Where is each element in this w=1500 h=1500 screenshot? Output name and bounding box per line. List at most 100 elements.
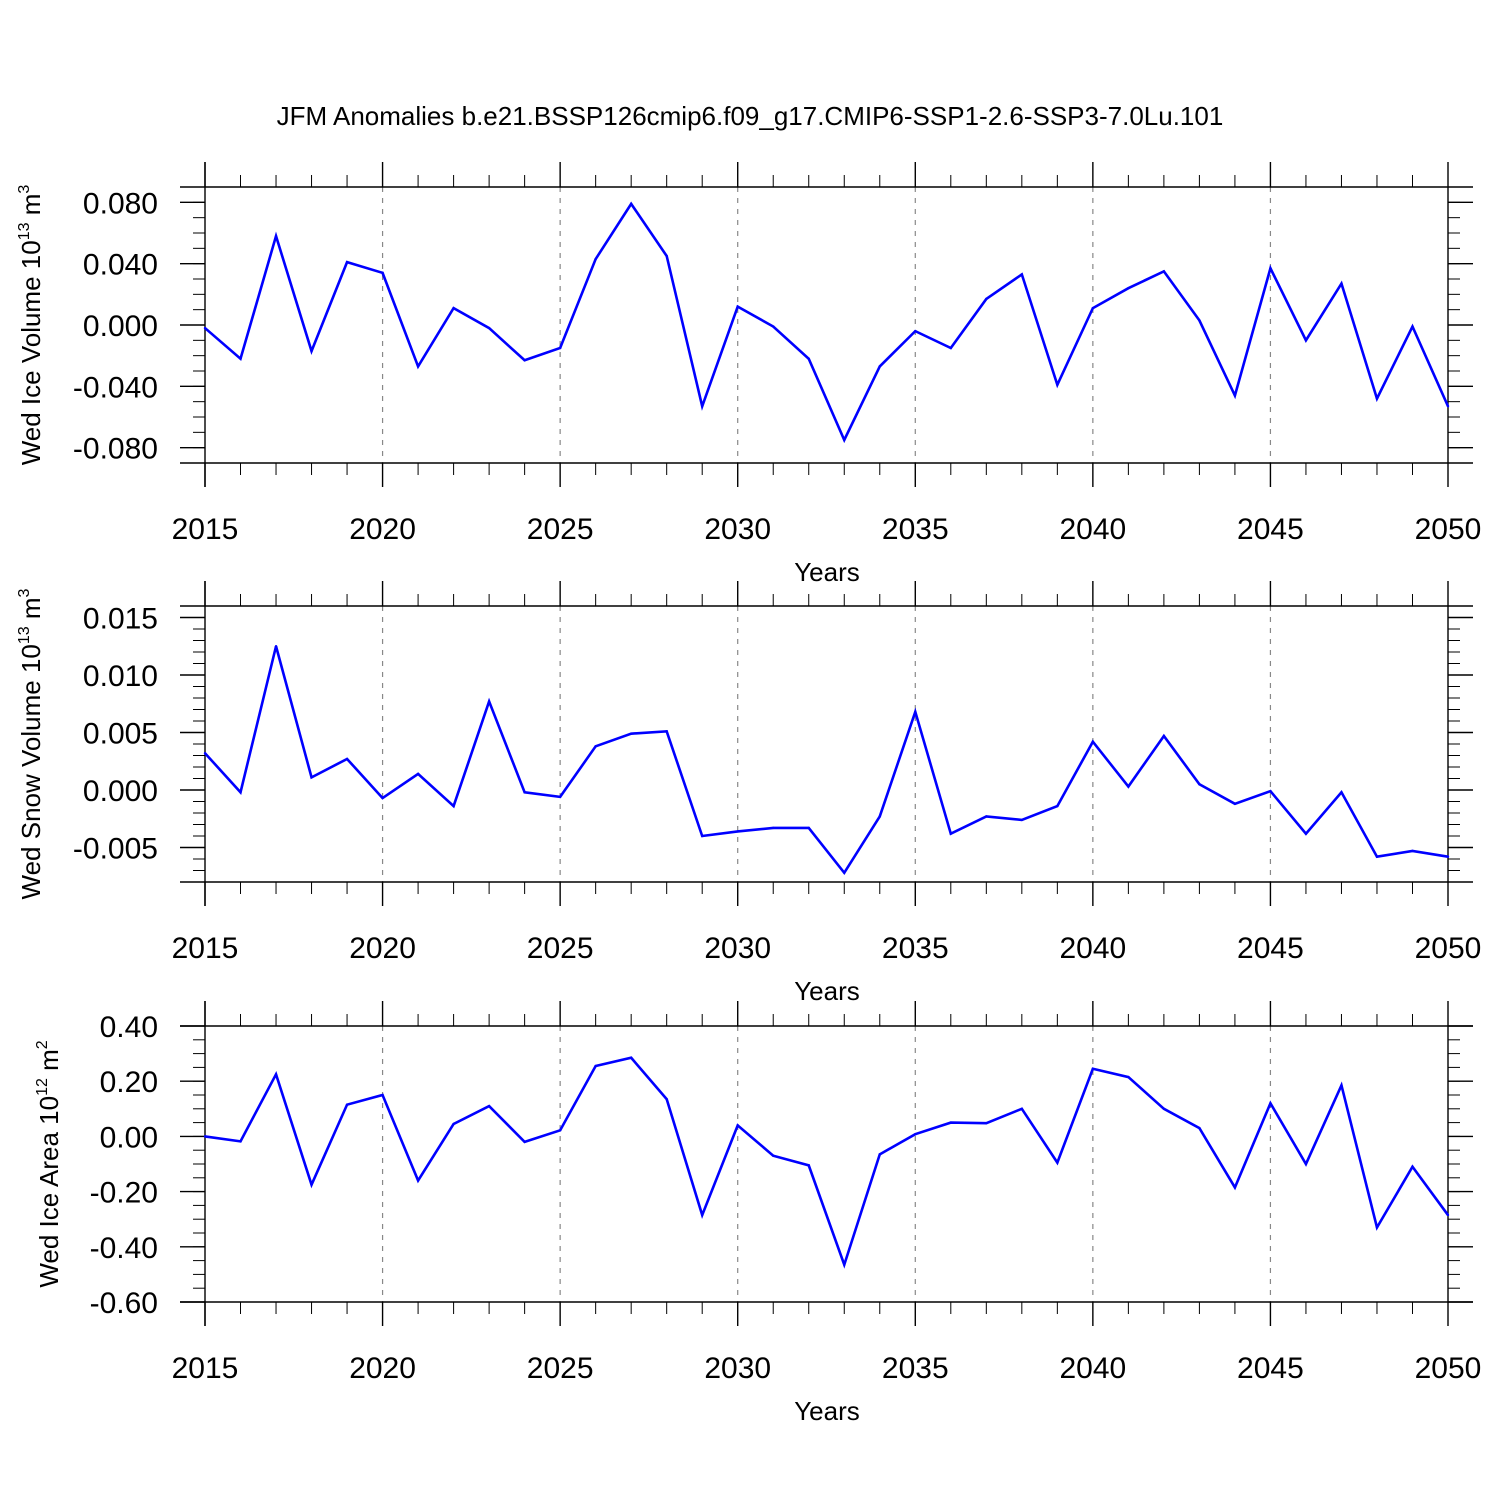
ice-volume-data-point bbox=[736, 305, 739, 308]
snow-volume-data-point bbox=[345, 757, 349, 761]
ice-volume-data-point bbox=[381, 271, 384, 275]
snow-volume-data-point bbox=[274, 645, 278, 648]
ice-area-data-point bbox=[594, 1064, 597, 1068]
ice-volume-data-point bbox=[629, 202, 633, 206]
snow-volume-data-point bbox=[1020, 818, 1024, 822]
ice-volume-data-point bbox=[1446, 405, 1450, 408]
ice-volume-data-point bbox=[1162, 270, 1166, 273]
snow-volume-data-point bbox=[914, 710, 917, 713]
snow-volume-x-tick-label: 2035 bbox=[882, 932, 949, 965]
ice-area-y-axis-label: Wed Ice Area 1012 m2 bbox=[34, 1040, 64, 1287]
ice-volume-data-point bbox=[949, 346, 952, 350]
ice-volume-data-point bbox=[523, 359, 526, 362]
ice-volume-data-point bbox=[1198, 319, 1201, 322]
ice-area-x-tick-label: 2050 bbox=[1415, 1352, 1482, 1385]
ice-area-data-point bbox=[665, 1097, 668, 1101]
snow-volume-data-point bbox=[629, 732, 633, 735]
ice-area-data-point bbox=[381, 1093, 384, 1097]
ice-area-y-tick-label: 0.20 bbox=[100, 1066, 158, 1099]
ice-area-data-point bbox=[807, 1164, 810, 1167]
ice-area-data-point bbox=[1091, 1067, 1095, 1070]
snow-volume-y-tick-label: 0.010 bbox=[83, 660, 158, 693]
snow-volume-data-point bbox=[1304, 832, 1308, 835]
snow-volume-x-axis-label: Years bbox=[794, 976, 860, 1006]
snow-volume-data-point bbox=[203, 752, 207, 755]
snow-volume-data-point bbox=[452, 804, 455, 808]
snow-volume-x-tick-label: 2020 bbox=[349, 932, 416, 965]
snow-volume-data-point bbox=[701, 834, 704, 838]
snow-volume-data-point bbox=[985, 815, 988, 818]
ice-area-x-tick-label: 2045 bbox=[1237, 1352, 1304, 1385]
ice-volume-x-tick-label: 2040 bbox=[1059, 513, 1126, 546]
ice-volume-data-point bbox=[1269, 267, 1272, 270]
ice-volume-data-point bbox=[878, 365, 881, 368]
ice-volume-x-tick-label: 2025 bbox=[527, 513, 594, 546]
ice-area-y-tick-label: 0.40 bbox=[100, 1011, 158, 1044]
snow-volume-data-point bbox=[736, 830, 739, 833]
ice-area-x-tick-label: 2015 bbox=[172, 1352, 239, 1385]
ice-volume-data-point bbox=[203, 326, 207, 330]
snow-volume-data-point bbox=[1198, 783, 1201, 786]
snow-volume-data-point bbox=[381, 796, 384, 800]
ice-area-y-tick-label: -0.20 bbox=[90, 1177, 158, 1210]
ice-area-data-point bbox=[1411, 1165, 1414, 1168]
ice-volume-data-point bbox=[345, 260, 349, 264]
ice-area-data-point bbox=[487, 1104, 491, 1108]
ice-area-data-point bbox=[843, 1263, 846, 1266]
ice-area-data-point bbox=[1446, 1213, 1450, 1217]
ice-volume-panel: Wed Ice Volume 1013 m3 Years -0.080 -0.04… bbox=[16, 162, 1481, 587]
ice-area-data-point bbox=[345, 1103, 349, 1106]
snow-volume-x-tick-label: 2045 bbox=[1237, 932, 1304, 965]
snow-volume-data-point bbox=[1269, 789, 1272, 793]
chart-title: JFM Anomalies b.e21.BSSP126cmip6.f09_g17… bbox=[277, 101, 1224, 131]
ice-volume-data-point bbox=[1056, 383, 1059, 386]
ice-volume-y-tick-label: -0.080 bbox=[73, 433, 158, 466]
snow-volume-data-point bbox=[772, 826, 775, 830]
ice-volume-data-point bbox=[416, 365, 420, 368]
snow-volume-data-point bbox=[1091, 740, 1095, 743]
ice-volume-data-point bbox=[665, 254, 668, 258]
snow-volume-data-point bbox=[1056, 804, 1059, 808]
snow-volume-x-tick-label: 2015 bbox=[172, 932, 239, 965]
ice-area-x-tick-label: 2035 bbox=[882, 1352, 949, 1385]
snow-volume-data-point bbox=[487, 700, 491, 703]
snow-volume-data-point bbox=[1411, 849, 1414, 853]
ice-area-data-point bbox=[1162, 1107, 1166, 1111]
ice-volume-data-point bbox=[807, 357, 810, 360]
ice-area-data-point bbox=[1375, 1226, 1379, 1229]
ice-volume-data-point bbox=[772, 325, 775, 328]
snow-volume-data-point bbox=[1340, 791, 1343, 794]
ice-volume-data-point bbox=[239, 357, 242, 360]
ice-area-data-point bbox=[701, 1213, 704, 1217]
ice-volume-data-point bbox=[558, 346, 562, 350]
ice-area-data-point bbox=[416, 1179, 420, 1182]
ice-area-y-tick-label: -0.60 bbox=[90, 1287, 158, 1320]
snow-volume-data-point bbox=[1127, 785, 1130, 788]
ice-volume-data-point bbox=[594, 257, 597, 261]
ice-volume-data-point bbox=[701, 405, 704, 408]
ice-area-series-line bbox=[204, 1056, 1450, 1269]
ice-area-y-tick-label: -0.40 bbox=[90, 1232, 158, 1265]
ice-volume-data-point bbox=[843, 438, 846, 442]
ice-area-data-point bbox=[310, 1183, 313, 1186]
snow-volume-x-tick-label: 2025 bbox=[527, 932, 594, 965]
snow-volume-y-axis-label: Wed Snow Volume 1013 m3 bbox=[16, 588, 46, 899]
ice-area-data-point bbox=[1020, 1107, 1024, 1111]
ice-area-data-point bbox=[452, 1122, 455, 1126]
snow-volume-data-point bbox=[1233, 802, 1237, 805]
ice-volume-data-point bbox=[310, 349, 313, 353]
ice-volume-y-axis-label: Wed Ice Volume 1013 m3 bbox=[16, 185, 46, 466]
ice-area-panel: Wed Ice Area 1012 m2 Years -0.60 -0.40 -0.… bbox=[34, 1001, 1481, 1426]
ice-volume-data-point bbox=[452, 306, 455, 310]
ice-volume-y-tick-label: 0.040 bbox=[83, 249, 158, 282]
snow-volume-x-tick-label: 2050 bbox=[1415, 932, 1482, 965]
ice-area-y-tick-label: 0.00 bbox=[100, 1121, 158, 1154]
ice-volume-data-point bbox=[985, 297, 988, 301]
ice-area-data-point bbox=[523, 1140, 526, 1144]
snow-volume-data-point bbox=[843, 871, 846, 874]
snow-volume-data-point bbox=[416, 772, 420, 776]
ice-volume-series-line bbox=[204, 201, 1450, 444]
ice-volume-y-tick-label: 0.000 bbox=[83, 310, 158, 343]
ice-volume-data-point bbox=[1411, 325, 1414, 328]
